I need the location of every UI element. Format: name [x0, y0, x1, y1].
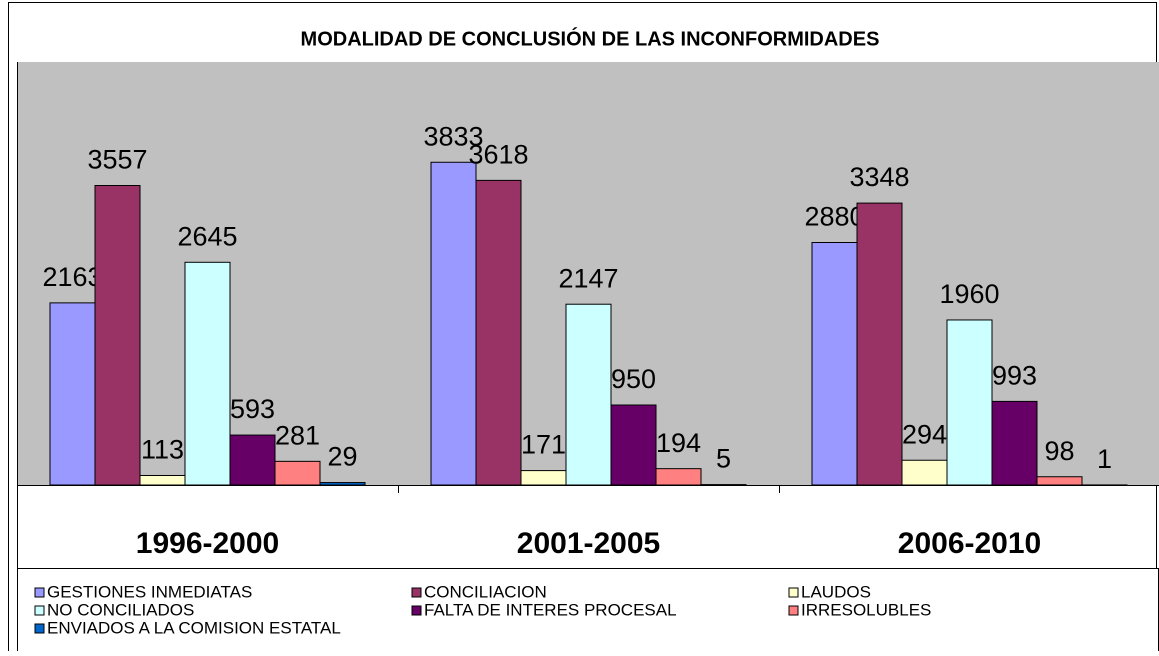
data-label: 29 — [327, 442, 357, 472]
data-label: 194 — [656, 428, 701, 458]
data-label: 1960 — [939, 279, 999, 309]
data-label: 2880 — [804, 202, 864, 232]
x-tick-label: 2001-2005 — [517, 527, 660, 560]
legend-label: IRRESOLUBLES — [801, 600, 931, 619]
bar — [185, 262, 230, 485]
bar — [812, 243, 857, 485]
data-label: 2163 — [42, 262, 102, 292]
bar — [230, 435, 275, 485]
bar — [275, 461, 320, 485]
legend-label: CONCILIACION — [424, 582, 547, 601]
chart-title: MODALIDAD DE CONCLUSIÓN DE LAS INCONFORM… — [301, 26, 880, 50]
legend-swatch — [789, 606, 798, 615]
legend-swatch — [35, 606, 44, 615]
data-label: 3557 — [87, 145, 147, 175]
data-label: 171 — [521, 430, 566, 460]
bar — [656, 469, 701, 485]
legend-label: GESTIONES INMEDIATAS — [47, 582, 252, 601]
bar — [947, 320, 992, 485]
x-tick-label: 2006-2010 — [898, 527, 1041, 560]
data-label: 3348 — [849, 162, 909, 192]
bar — [431, 162, 476, 485]
x-tick-label: 1996-2000 — [136, 527, 279, 560]
bar — [611, 405, 656, 485]
legend-swatch — [35, 624, 44, 633]
legend-label: ENVIADOS A LA COMISION ESTATAL — [47, 618, 341, 637]
data-label: 294 — [902, 419, 947, 449]
bar — [992, 401, 1037, 485]
bar — [50, 303, 95, 485]
legend-label: NO CONCILIADOS — [47, 600, 194, 619]
bar — [521, 471, 566, 485]
bar — [95, 186, 140, 485]
legend-swatch — [412, 606, 421, 615]
legend-swatch — [35, 588, 44, 597]
bar — [566, 304, 611, 485]
bar — [140, 475, 185, 485]
data-label: 281 — [275, 420, 320, 450]
bar — [320, 483, 365, 485]
data-label: 2645 — [177, 221, 237, 251]
bar — [1037, 477, 1082, 485]
bar — [857, 203, 902, 485]
data-label: 3618 — [468, 139, 528, 169]
data-label: 593 — [230, 394, 275, 424]
legend-swatch — [412, 588, 421, 597]
data-label: 113 — [141, 435, 184, 465]
data-label: 993 — [992, 361, 1037, 391]
legend-swatch — [789, 588, 798, 597]
data-label: 950 — [611, 364, 656, 394]
data-label: 1 — [1097, 444, 1112, 474]
data-label: 5 — [716, 444, 731, 474]
bar — [476, 180, 521, 485]
legend-label: FALTA DE INTERES PROCESAL — [424, 600, 677, 619]
bar — [902, 460, 947, 485]
data-label: 98 — [1044, 436, 1074, 466]
legend-label: LAUDOS — [801, 582, 871, 601]
data-label: 2147 — [558, 263, 618, 293]
